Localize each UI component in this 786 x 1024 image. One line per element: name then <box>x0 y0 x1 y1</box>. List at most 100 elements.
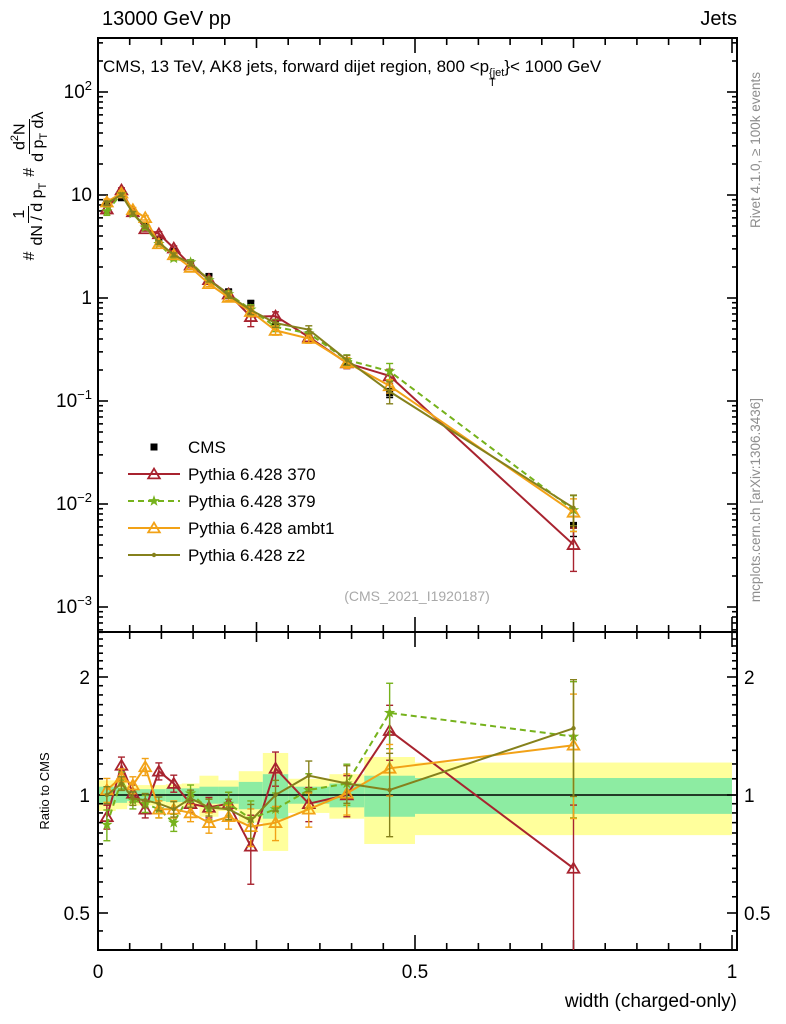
ytick-label-main: 102 <box>64 78 92 103</box>
ratio-tick-left-1: 1 <box>79 786 90 807</box>
main-panel-frame <box>97 37 738 633</box>
series-mc-main <box>103 192 577 527</box>
marker-dot <box>104 201 110 206</box>
ratio-panel-frame <box>97 631 738 951</box>
marker-star <box>148 495 160 506</box>
marker-star <box>101 205 113 216</box>
marker-dot <box>119 781 124 786</box>
marker-square <box>247 299 255 307</box>
marker-triangle <box>201 815 217 828</box>
ytick-label-main: 10 <box>71 185 92 206</box>
marker-triangle <box>146 520 162 534</box>
xtick-label-0: 0 <box>93 962 104 983</box>
marker-triangle <box>566 537 581 550</box>
marker-triangle <box>268 761 283 774</box>
marker-dot <box>143 224 148 229</box>
title-pt-supsub: {jet T <box>489 67 505 90</box>
marker-star <box>383 365 396 377</box>
xaxis-title: width (charged-only) <box>564 991 737 1012</box>
marker-triangle <box>137 802 153 815</box>
marker-triangle <box>137 210 153 224</box>
marker-triangle <box>125 777 141 791</box>
marker-dot <box>130 210 136 216</box>
header-beam-energy: 13000 GeV pp <box>102 8 231 30</box>
yaxis-title-main: #1 dN / d pT # d2N d pT dλ <box>9 111 51 261</box>
marker-dot <box>387 389 392 394</box>
ratio-yaxis-title: Ratio to CMS <box>37 752 52 830</box>
watermark: (CMS_2021_I1920187) <box>344 588 490 604</box>
marker-triangle <box>566 861 581 874</box>
marker-triangle <box>183 805 198 819</box>
series-mc-ratio <box>103 679 577 840</box>
series-mc-ratio <box>99 704 581 950</box>
marker-dot <box>156 801 162 806</box>
legend-entry-label: Pythia 6.428 379 <box>188 492 316 511</box>
marker-dot <box>273 320 278 326</box>
marker-triangle <box>151 802 167 815</box>
chart-root: 102 10 1 10−1 10−2 10−3 CMS Pythia 6.428 370 Pyt… <box>56 37 738 951</box>
marker-star <box>101 818 113 830</box>
marker-dot <box>226 293 231 298</box>
legend-entry-label: Pythia 6.428 ambt1 <box>188 519 334 538</box>
marker-triangle <box>243 839 259 852</box>
marker-dot <box>188 796 193 801</box>
marker-dot <box>171 252 176 258</box>
marker-dot <box>571 505 576 511</box>
marker-dot <box>571 726 576 731</box>
ratio-tick-right-1: 1 <box>744 786 755 807</box>
axis-ticks <box>97 38 737 950</box>
marker-triangle <box>146 466 162 480</box>
marker-triangle <box>166 776 182 789</box>
marker-dot <box>171 806 176 812</box>
marker-dot <box>306 327 312 332</box>
xtick-label-05: 0.5 <box>402 962 428 983</box>
ratio-tick-left-2: 2 <box>79 668 90 689</box>
ratio-tick-right-2: 2 <box>744 668 755 689</box>
legend-entry-label: Pythia 6.428 z2 <box>188 546 305 565</box>
marker-dot <box>143 797 148 803</box>
marker-star <box>383 706 396 718</box>
ratio-tick-left-05: 0.5 <box>64 904 90 925</box>
marker-dot <box>344 357 350 363</box>
marker-dot <box>104 792 110 798</box>
marker-dot <box>188 261 193 266</box>
marker-dot <box>130 796 136 801</box>
marker-dot <box>206 277 212 282</box>
ratio-tick-right-05: 0.5 <box>744 904 770 925</box>
marker-dot <box>273 792 278 798</box>
marker-dot <box>387 787 392 793</box>
marker-triangle <box>301 802 317 815</box>
marker-dot <box>151 552 157 558</box>
ytick-label-main: 1 <box>81 288 92 309</box>
marker-triangle <box>137 759 153 773</box>
marker-triangle <box>268 323 283 336</box>
marker-triangle <box>301 331 317 344</box>
marker-square <box>150 443 158 451</box>
marker-triangle <box>268 815 283 828</box>
header-analysis-group: Jets <box>700 8 737 30</box>
plot-title: CMS, 13 TeV, AK8 jets, forward dijet reg… <box>103 57 602 90</box>
marker-dot <box>156 240 162 245</box>
marker-dot <box>248 307 253 313</box>
side-text-rivet: Rivet 4.1.0, ≥ 100k events <box>748 72 763 228</box>
marker-dot <box>306 773 312 778</box>
legend-entry-label: CMS <box>188 438 226 457</box>
marker-triangle <box>151 236 167 250</box>
marker-triangle <box>151 764 167 777</box>
marker-dot <box>344 781 350 786</box>
marker-star <box>168 816 180 828</box>
legend-entry-label: Pythia 6.428 370 <box>188 465 316 484</box>
ytick-label-main: 10−1 <box>56 387 92 412</box>
ytick-label-main: 10−3 <box>56 593 92 618</box>
side-text-mcplots: mcplots.cern.ch [arXiv:1306.3436] <box>748 398 763 602</box>
marker-dot <box>226 806 231 812</box>
marker-dot <box>119 192 124 197</box>
xtick-label-1: 1 <box>727 962 738 983</box>
marker-triangle <box>166 247 182 261</box>
marker-dot <box>206 805 212 810</box>
marker-dot <box>248 818 253 823</box>
series-mc-main <box>99 182 581 573</box>
legend: CMS Pythia 6.428 370 Pythia 6.428 379 Pythi… <box>128 438 334 565</box>
